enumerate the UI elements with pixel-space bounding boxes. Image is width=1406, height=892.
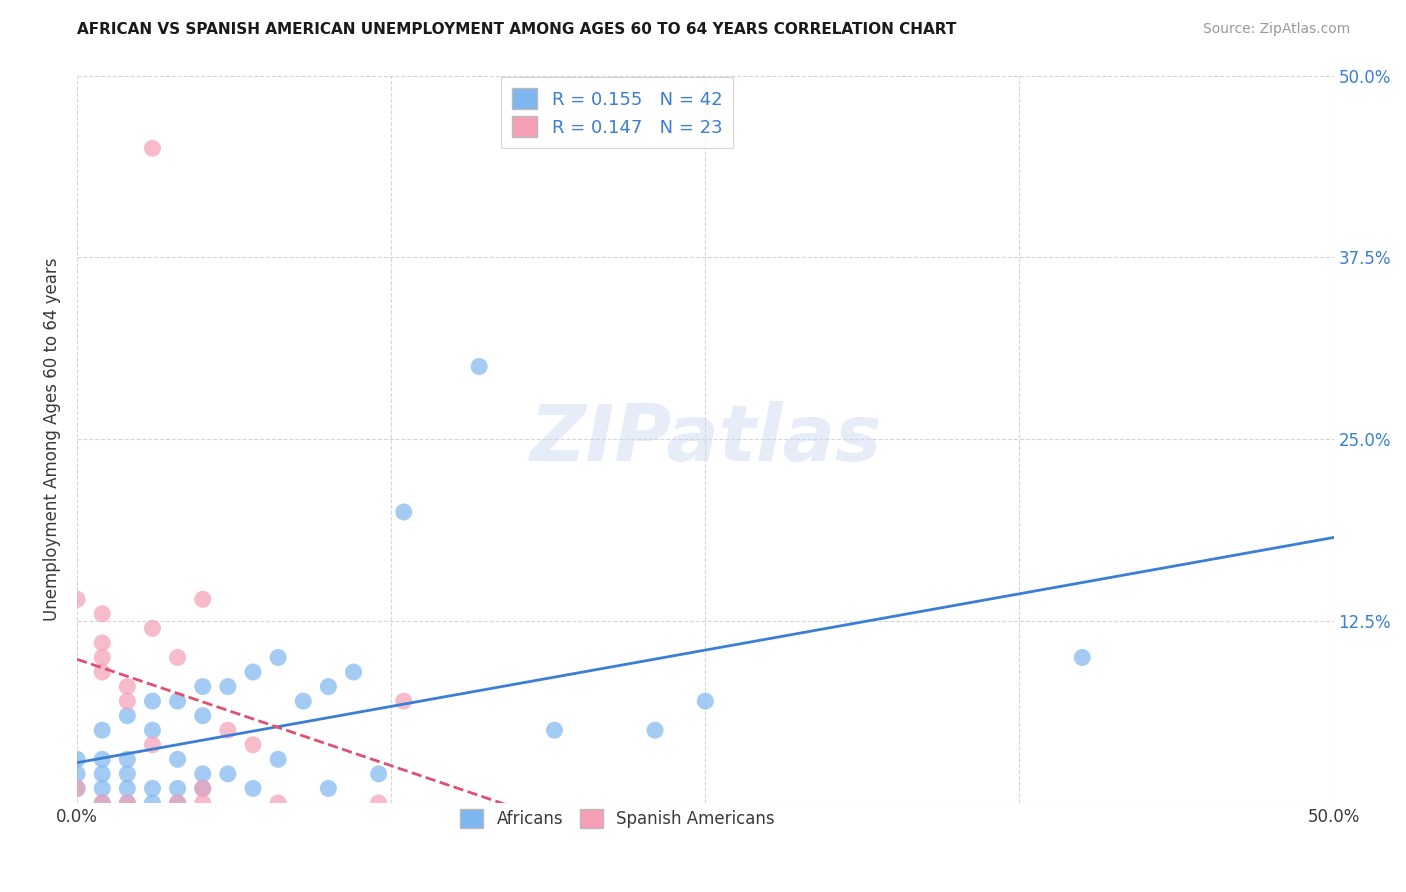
Point	[66, 781, 89, 796]
Point	[141, 738, 163, 752]
Point	[191, 767, 214, 781]
Point	[117, 752, 139, 766]
Point	[166, 796, 188, 810]
Point	[166, 796, 188, 810]
Point	[191, 796, 214, 810]
Point	[318, 781, 340, 796]
Point	[342, 665, 364, 679]
Point	[91, 636, 114, 650]
Point	[66, 752, 89, 766]
Point	[267, 796, 290, 810]
Point	[91, 781, 114, 796]
Point	[292, 694, 315, 708]
Point	[141, 796, 163, 810]
Point	[367, 767, 389, 781]
Point	[191, 781, 214, 796]
Point	[117, 694, 139, 708]
Point	[217, 767, 239, 781]
Point	[91, 665, 114, 679]
Point	[91, 650, 114, 665]
Point	[117, 796, 139, 810]
Point	[166, 781, 188, 796]
Point	[267, 650, 290, 665]
Point	[117, 767, 139, 781]
Text: AFRICAN VS SPANISH AMERICAN UNEMPLOYMENT AMONG AGES 60 TO 64 YEARS CORRELATION C: AFRICAN VS SPANISH AMERICAN UNEMPLOYMENT…	[77, 22, 956, 37]
Point	[242, 781, 264, 796]
Point	[367, 796, 389, 810]
Point	[141, 141, 163, 155]
Point	[392, 694, 415, 708]
Point	[117, 781, 139, 796]
Point	[66, 781, 89, 796]
Point	[191, 781, 214, 796]
Point	[91, 752, 114, 766]
Point	[117, 796, 139, 810]
Point	[141, 694, 163, 708]
Legend: Africans, Spanish Americans: Africans, Spanish Americans	[453, 802, 782, 835]
Point	[91, 796, 114, 810]
Point	[91, 796, 114, 810]
Point	[191, 708, 214, 723]
Point	[91, 607, 114, 621]
Point	[644, 723, 666, 738]
Point	[141, 723, 163, 738]
Text: ZIPatlas: ZIPatlas	[529, 401, 882, 477]
Point	[695, 694, 717, 708]
Point	[1071, 650, 1094, 665]
Point	[217, 680, 239, 694]
Point	[66, 592, 89, 607]
Point	[217, 723, 239, 738]
Point	[91, 723, 114, 738]
Point	[267, 752, 290, 766]
Point	[141, 781, 163, 796]
Point	[141, 621, 163, 635]
Y-axis label: Unemployment Among Ages 60 to 64 years: Unemployment Among Ages 60 to 64 years	[44, 258, 60, 621]
Point	[166, 694, 188, 708]
Point	[166, 650, 188, 665]
Text: Source: ZipAtlas.com: Source: ZipAtlas.com	[1202, 22, 1350, 37]
Point	[242, 665, 264, 679]
Point	[91, 767, 114, 781]
Point	[242, 738, 264, 752]
Point	[117, 680, 139, 694]
Point	[543, 723, 565, 738]
Point	[318, 680, 340, 694]
Point	[468, 359, 491, 374]
Point	[392, 505, 415, 519]
Point	[191, 592, 214, 607]
Point	[117, 708, 139, 723]
Point	[166, 752, 188, 766]
Point	[191, 680, 214, 694]
Point	[66, 767, 89, 781]
